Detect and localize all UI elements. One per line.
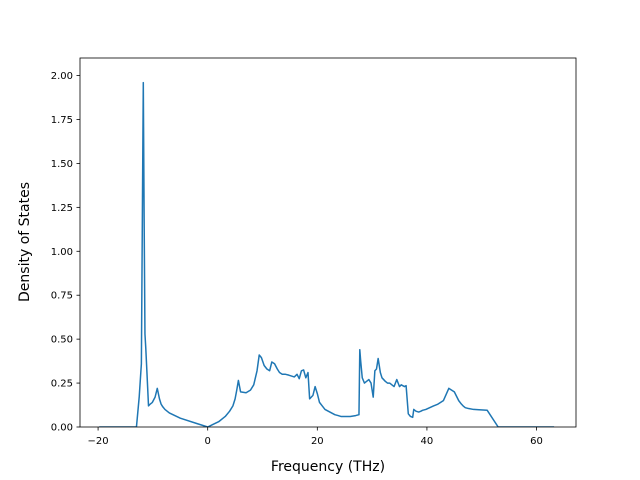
dos-line-series-0 [99,81,555,427]
x-tick-label: −20 [88,436,109,447]
x-axis-label: Frequency (THz) [271,459,385,475]
y-tick-label: 0.50 [51,335,73,346]
y-axis-label: Density of States [17,182,33,302]
x-tick-label: 0 [205,436,211,447]
x-tick-label: 60 [530,436,543,447]
y-axis-ticks: 0.00 0.25 0.50 0.75 1.00 1.25 1.50 1.75 2.00 [51,71,80,434]
y-tick-label: 0.25 [51,379,73,390]
x-tick-label: 20 [311,436,324,447]
x-axis-ticks: −20 0 20 40 60 [88,427,543,447]
y-tick-label: 1.00 [51,247,73,258]
y-tick-label: 1.75 [51,115,73,126]
axes-frame [79,57,577,428]
y-tick-label: 0.00 [51,423,73,434]
y-tick-label: 2.00 [51,71,73,82]
y-tick-label: 1.25 [51,203,73,214]
y-tick-label: 0.75 [51,291,73,302]
y-tick-label: 1.50 [51,159,73,170]
x-tick-label: 40 [421,436,434,447]
plot-area [99,81,555,427]
